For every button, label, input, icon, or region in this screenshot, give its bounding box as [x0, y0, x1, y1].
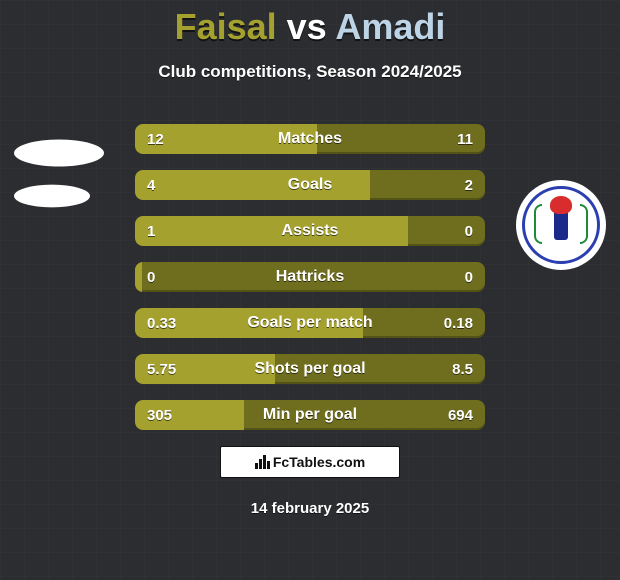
stat-row: 0 Hattricks 0: [135, 262, 485, 292]
stat-value-right: 2: [465, 170, 473, 200]
stat-row: 305 Min per goal 694: [135, 400, 485, 430]
stat-label: Goals per match: [135, 308, 485, 338]
stat-row: 5.75 Shots per goal 8.5: [135, 354, 485, 384]
stat-value-right: 0: [465, 216, 473, 246]
stat-value-right: 0.18: [444, 308, 473, 338]
stat-row: 12 Matches 11: [135, 124, 485, 154]
laurel-left-icon: [534, 204, 542, 244]
stat-label: Shots per goal: [135, 354, 485, 384]
brand-badge[interactable]: FcTables.com: [220, 446, 400, 478]
club-badge-left-2: [14, 185, 90, 208]
page-title: Faisal vs Amadi: [0, 0, 620, 48]
stat-value-right: 0: [465, 262, 473, 292]
player1-name: Faisal: [175, 6, 277, 47]
stat-value-right: 694: [448, 400, 473, 430]
comparison-infographic: Faisal vs Amadi Club competitions, Seaso…: [0, 0, 620, 580]
stats-bar-chart: 12 Matches 11 4 Goals 2 1 Assists 0 0 Ha…: [135, 124, 485, 446]
club-badge-left-1: [14, 140, 104, 167]
stat-label: Assists: [135, 216, 485, 246]
torch-icon: [554, 210, 568, 240]
laurel-right-icon: [580, 204, 588, 244]
club-badge-right: [516, 180, 606, 270]
subtitle: Club competitions, Season 2024/2025: [0, 62, 620, 82]
stat-row: 1 Assists 0: [135, 216, 485, 246]
player2-name: Amadi: [335, 6, 445, 47]
stat-label: Matches: [135, 124, 485, 154]
footer-date: 14 february 2025: [0, 500, 620, 517]
stat-row: 0.33 Goals per match 0.18: [135, 308, 485, 338]
stat-row: 4 Goals 2: [135, 170, 485, 200]
vs-label: vs: [287, 6, 327, 47]
stat-label: Goals: [135, 170, 485, 200]
brand-name: FcTables.com: [273, 454, 365, 470]
chart-icon: [255, 455, 269, 469]
stat-value-right: 8.5: [452, 354, 473, 384]
stat-label: Min per goal: [135, 400, 485, 430]
stat-label: Hattricks: [135, 262, 485, 292]
stat-value-right: 11: [457, 124, 473, 154]
